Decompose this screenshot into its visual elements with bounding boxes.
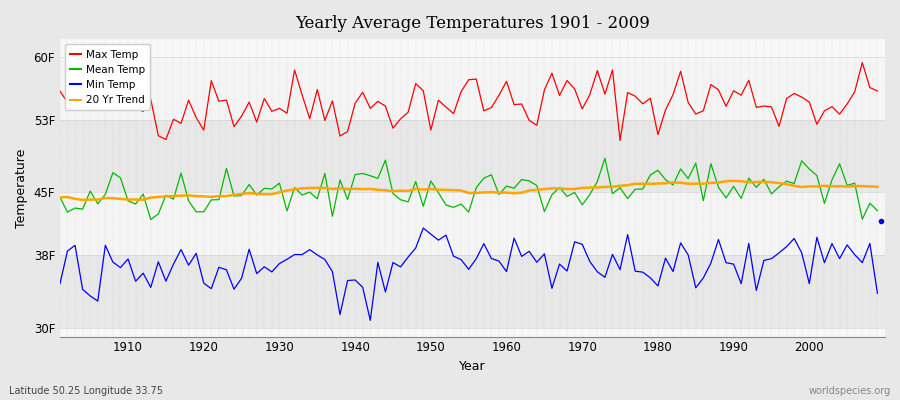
Title: Yearly Average Temperatures 1901 - 2009: Yearly Average Temperatures 1901 - 2009	[295, 15, 650, 32]
Legend: Max Temp, Mean Temp, Min Temp, 20 Yr Trend: Max Temp, Mean Temp, Min Temp, 20 Yr Tre…	[65, 44, 150, 110]
Bar	[60, 120, 885, 192]
Text: worldspecies.org: worldspecies.org	[809, 386, 891, 396]
Bar	[60, 256, 885, 328]
Bar	[60, 192, 885, 256]
Text: Latitude 50.25 Longitude 33.75: Latitude 50.25 Longitude 33.75	[9, 386, 163, 396]
X-axis label: Year: Year	[459, 360, 486, 373]
Y-axis label: Temperature: Temperature	[15, 148, 28, 228]
Bar	[60, 57, 885, 120]
